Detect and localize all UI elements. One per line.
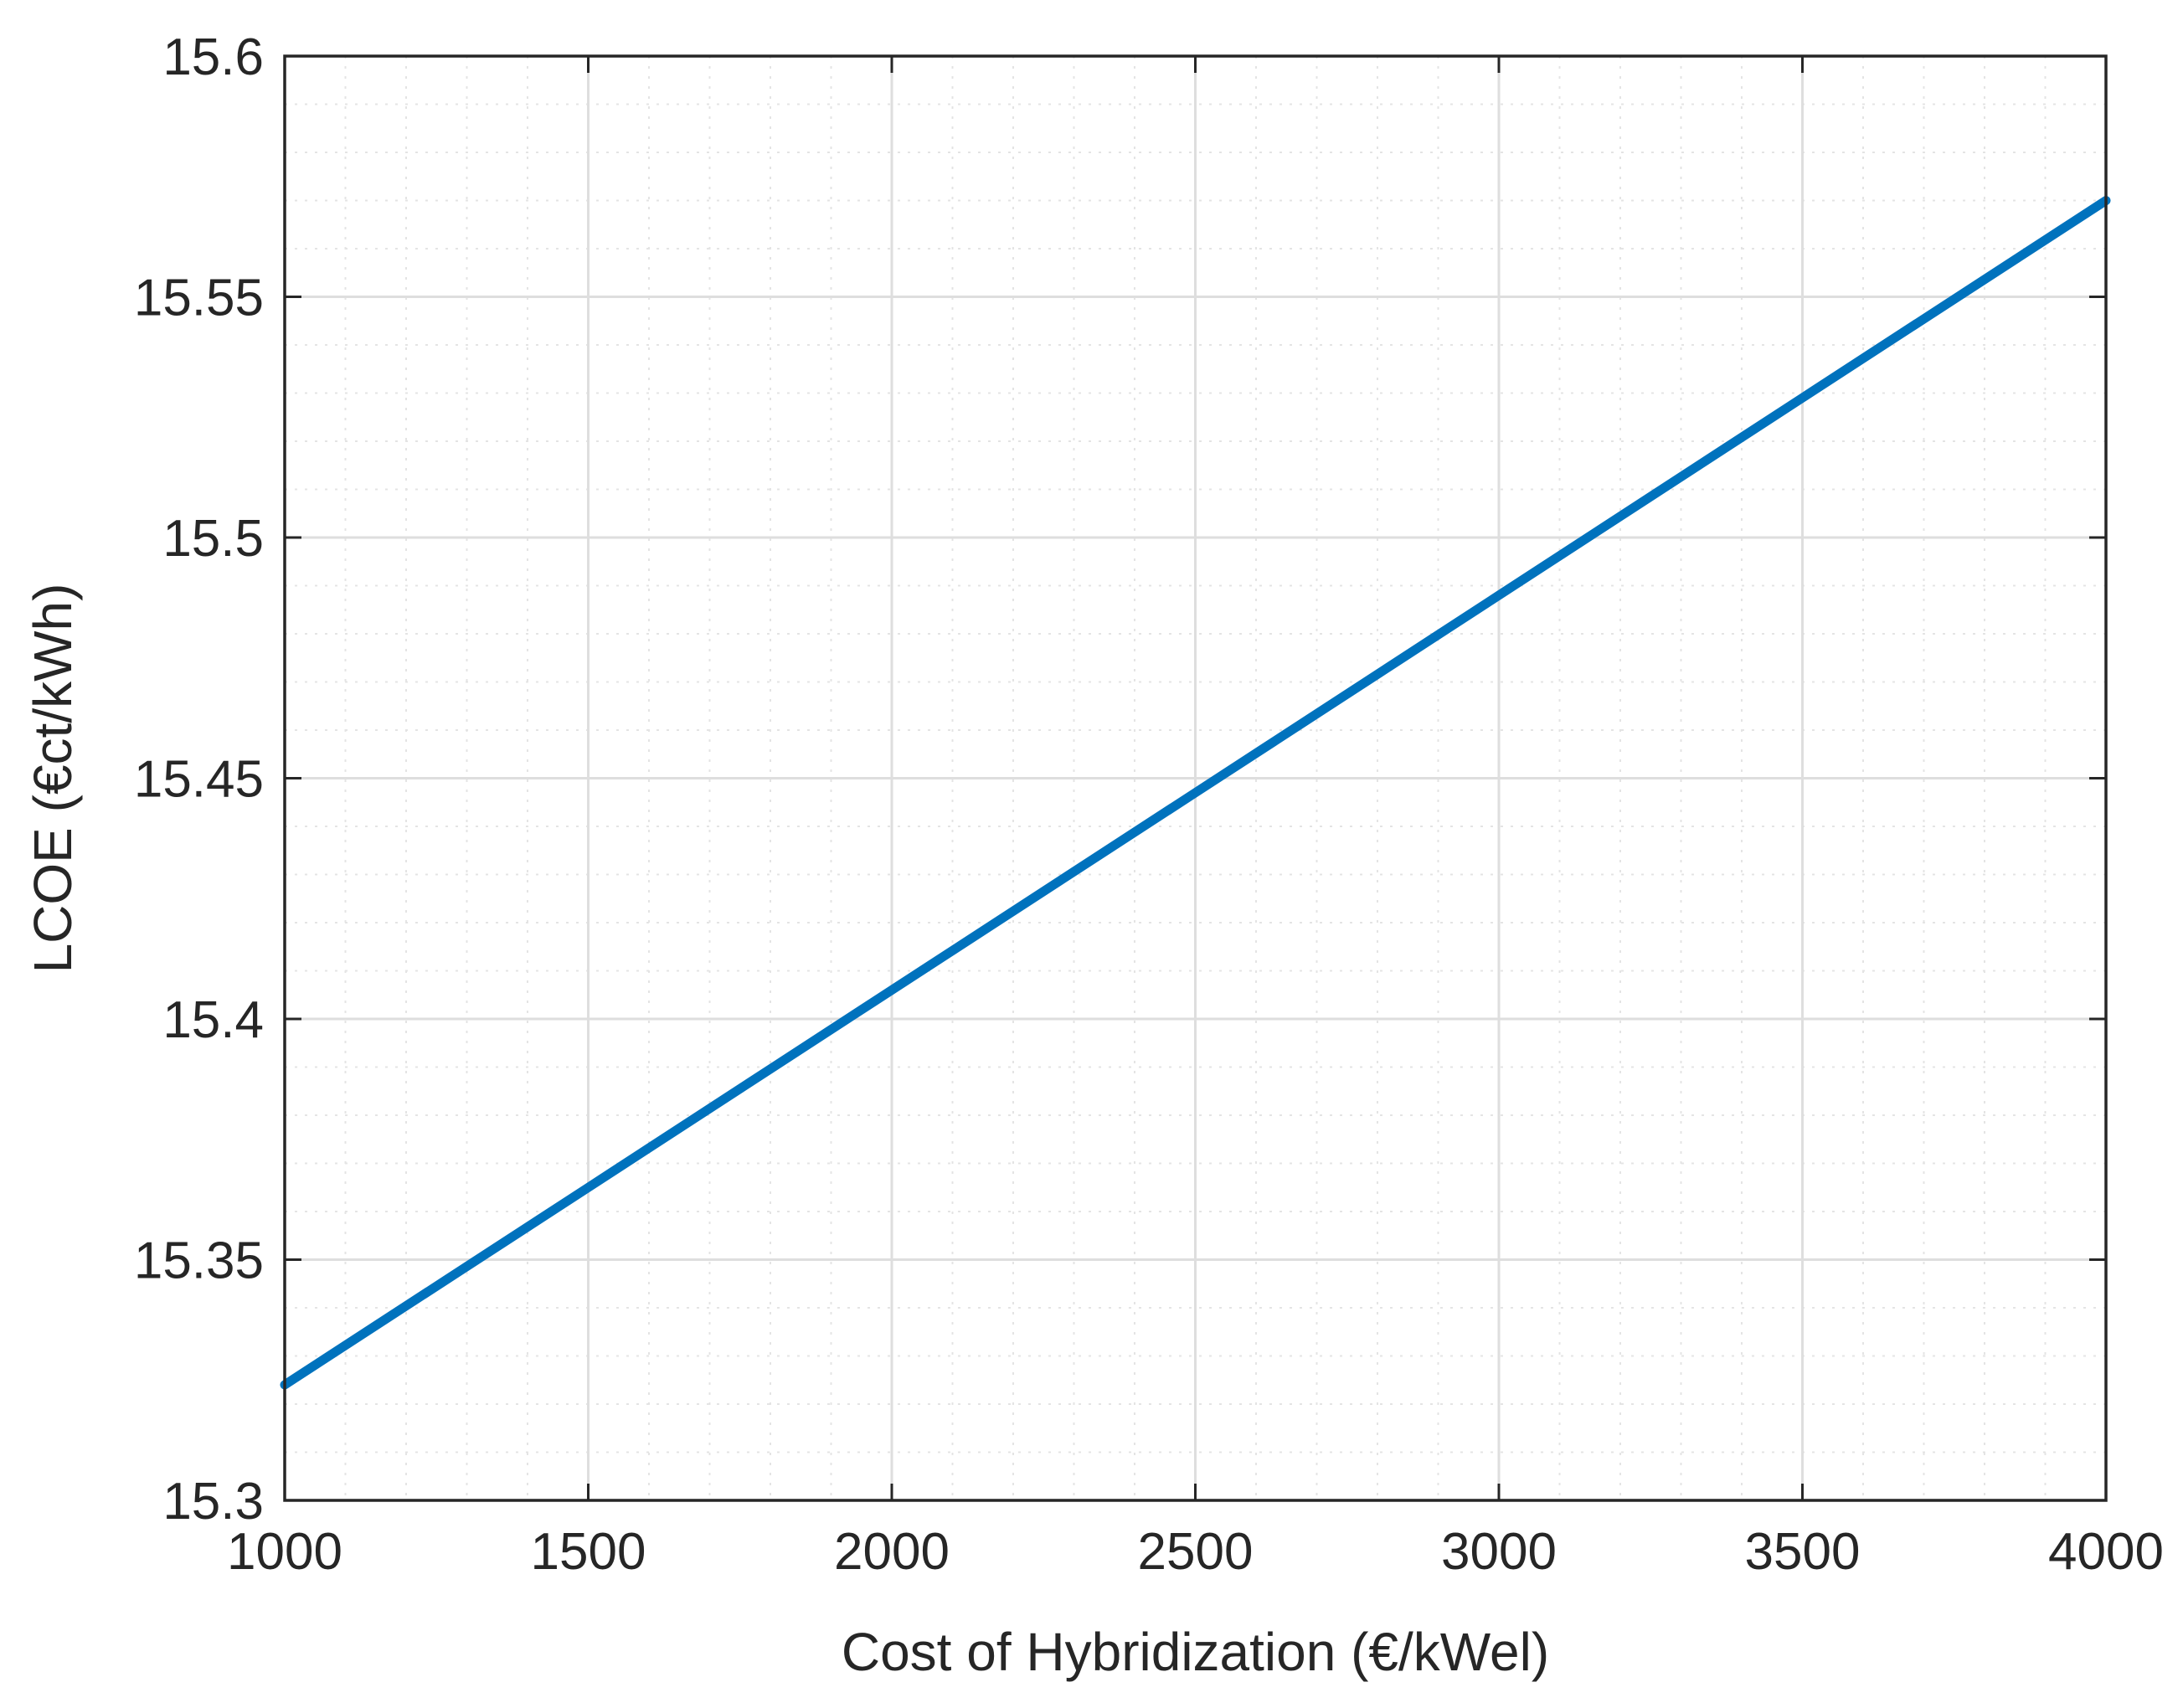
major-grid <box>285 56 2106 1500</box>
x-tick-label: 2500 <box>1138 1523 1254 1581</box>
y-tick-label: 15.3 <box>162 1473 264 1531</box>
series-layer <box>280 196 2111 1390</box>
x-tick-label: 1500 <box>531 1523 646 1581</box>
y-axis-label: LCOE (€ct/kWh) <box>23 584 83 974</box>
x-tick-label: 1000 <box>227 1523 342 1581</box>
y-tick-label: 15.55 <box>134 270 264 327</box>
x-tick-labels: 1000 1500 2000 2500 3000 3500 4000 <box>227 1523 2164 1581</box>
x-tick-label: 3500 <box>1745 1523 1861 1581</box>
x-tick-label: 2000 <box>834 1523 950 1581</box>
x-tick-label: 3000 <box>1441 1523 1557 1581</box>
y-tick-label: 15.35 <box>134 1232 264 1290</box>
y-tick-labels: 15.3 15.35 15.4 15.45 15.5 15.55 15.6 <box>134 28 264 1531</box>
series-line <box>280 196 2111 1390</box>
y-tick-label: 15.6 <box>162 28 264 86</box>
x-axis-label: Cost of Hybridization (€/kWel) <box>842 1622 1549 1682</box>
tick-marks <box>283 54 2108 1502</box>
y-tick-label: 15.5 <box>162 510 264 568</box>
y-tick-label: 15.4 <box>162 991 264 1049</box>
y-tick-label: 15.45 <box>134 751 264 809</box>
x-tick-label: 4000 <box>2048 1523 2164 1581</box>
